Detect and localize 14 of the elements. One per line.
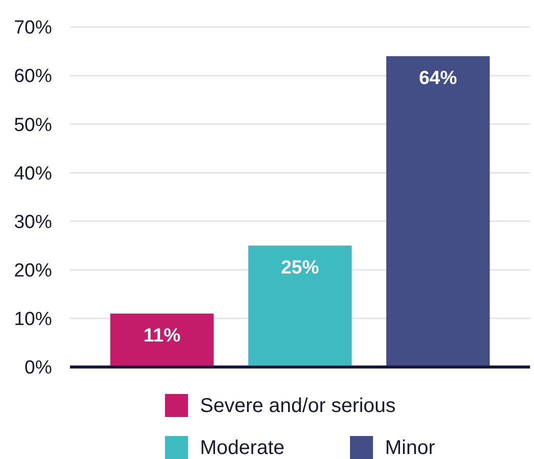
data-label: 11% [144, 326, 181, 347]
y-tick-label: 30% [14, 212, 52, 233]
legend-label: Moderate [200, 437, 284, 459]
data-label: 25% [280, 258, 320, 279]
legend-label: Minor [385, 437, 436, 459]
y-tick-label: 20% [14, 260, 52, 282]
y-tick-label: 40% [14, 163, 52, 184]
y-tick-label: 50% [14, 114, 52, 136]
y-tick-label: 70% [14, 18, 52, 39]
y-tick-label: 0% [24, 358, 52, 379]
y-tick-label: 60% [14, 66, 52, 88]
legend-label: Severe and/or serious [200, 395, 396, 417]
data-label: 64% [418, 68, 458, 90]
y-tick-label: 10% [14, 309, 52, 330]
